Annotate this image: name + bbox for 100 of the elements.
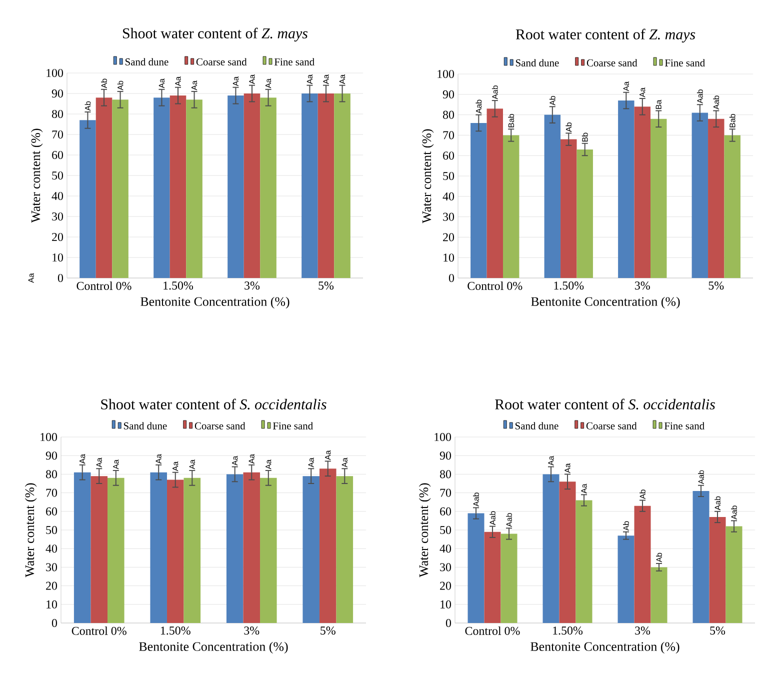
bar [650, 567, 668, 624]
bar [186, 100, 202, 278]
y-tick-label: 10 [440, 600, 452, 608]
y-tick-label: 70 [440, 488, 452, 497]
chart-title: Root water content of S. occidentalis [495, 398, 715, 410]
legend-label: Fine sand [274, 58, 314, 66]
chart-title: Shoot water content of S. occidentalis [101, 398, 326, 410]
bar [228, 96, 244, 278]
bar [226, 474, 244, 624]
y-tick-label: 100 [46, 68, 64, 78]
bar [170, 96, 186, 278]
bar [726, 526, 742, 624]
bar [502, 135, 520, 278]
legend-label: Fine sand [664, 59, 705, 66]
bar [318, 94, 334, 278]
x-tick-label: Control 0% [468, 282, 522, 290]
bar [150, 472, 167, 624]
bar [650, 118, 667, 278]
y-tick-label: 20 [443, 233, 454, 242]
legend-label: Fine sand [664, 422, 704, 430]
y-tick-label: 30 [440, 563, 452, 572]
x-tick-label: 1.50% [164, 282, 194, 290]
y-tick-label: 90 [46, 452, 58, 460]
y-tick-label: 60 [46, 507, 58, 516]
bar [80, 120, 96, 278]
y-tick-label: 40 [442, 192, 454, 200]
bar [243, 472, 260, 624]
y-tick-label: 0 [448, 274, 454, 282]
bar [618, 536, 634, 624]
bar [260, 478, 277, 624]
chart-title: Root water content of Z. mays [516, 28, 696, 42]
y-tick-label: 90 [52, 89, 64, 98]
bar [112, 100, 128, 278]
y-tick-label: 80 [52, 110, 64, 118]
x-tick-label: 3% [635, 626, 650, 635]
y-tick-label: 30 [52, 212, 64, 221]
bar [470, 122, 487, 278]
x-tick-label: 3% [244, 282, 260, 290]
x-tick-label: Control 0% [72, 626, 126, 635]
y-tick-label: 70 [46, 488, 58, 497]
bar [334, 94, 350, 278]
y-axis-title: Water content (%) [24, 483, 37, 578]
y-tick-label: 60 [52, 150, 64, 160]
y-tick-label: 100 [434, 432, 452, 442]
bar [484, 532, 501, 624]
bar [542, 474, 560, 624]
x-tick-label: 3% [634, 282, 650, 290]
chart-title: Shoot water content of Z. mays [123, 28, 308, 42]
y-tick-label: 0 [52, 618, 58, 628]
y-axis-title: Water content (%) [418, 483, 431, 578]
bar [708, 118, 724, 278]
x-axis-title: Bentonite Concentration (%) [139, 642, 288, 654]
legend-label: Fine sand [272, 422, 313, 430]
y-tick-label: 0 [58, 274, 64, 282]
bar [559, 482, 576, 624]
x-tick-label: 1.50% [553, 626, 583, 635]
x-tick-label: 3% [244, 626, 260, 635]
y-axis-title: Water content (%) [422, 129, 434, 224]
y-tick-label: 80 [440, 470, 452, 478]
legend-label: Sand dune [515, 422, 558, 430]
bar [618, 100, 634, 278]
y-tick-label: 100 [438, 70, 454, 78]
bar [260, 98, 276, 278]
y-tick-label: 40 [52, 192, 64, 200]
bar [302, 94, 318, 278]
legend-label: Sand dune [124, 422, 167, 430]
bar [166, 480, 184, 624]
y-tick-label: 80 [442, 110, 454, 119]
x-axis-title: Bentonite Concentration (%) [140, 296, 290, 309]
y-tick-label: 20 [52, 232, 64, 242]
bar [692, 490, 710, 624]
x-tick-label: 5% [710, 626, 726, 635]
y-tick-label: 0 [446, 618, 452, 628]
bar [184, 478, 201, 624]
y-tick-label: 80 [46, 470, 58, 478]
y-tick-label: 10 [52, 253, 64, 262]
y-tick-label: 20 [46, 582, 58, 590]
bar [724, 135, 740, 278]
y-tick-label: 20 [440, 582, 452, 590]
y-tick-label: 90 [440, 452, 452, 460]
bar [108, 478, 124, 624]
y-tick-label: 60 [440, 507, 452, 516]
bar [692, 112, 708, 278]
y-tick-label: 30 [46, 563, 58, 572]
x-tick-label: Control 0% [465, 626, 520, 635]
y-tick-label: 10 [444, 254, 454, 262]
x-axis-title: Bentonite Concentration (%) [530, 642, 680, 654]
bar [486, 108, 503, 278]
bar [576, 500, 592, 624]
legend-label: Sand dune [516, 59, 559, 66]
bar [154, 98, 170, 278]
bar [634, 506, 651, 624]
y-tick-label: 40 [46, 544, 58, 553]
legend-label: Coarse sand [196, 58, 247, 66]
legend-label: Sand dune [125, 58, 168, 66]
x-tick-label: Control 0% [76, 282, 132, 290]
bar [576, 149, 593, 278]
bar [709, 516, 726, 624]
bar [319, 468, 336, 624]
legend-label: Coarse sand [586, 422, 637, 430]
